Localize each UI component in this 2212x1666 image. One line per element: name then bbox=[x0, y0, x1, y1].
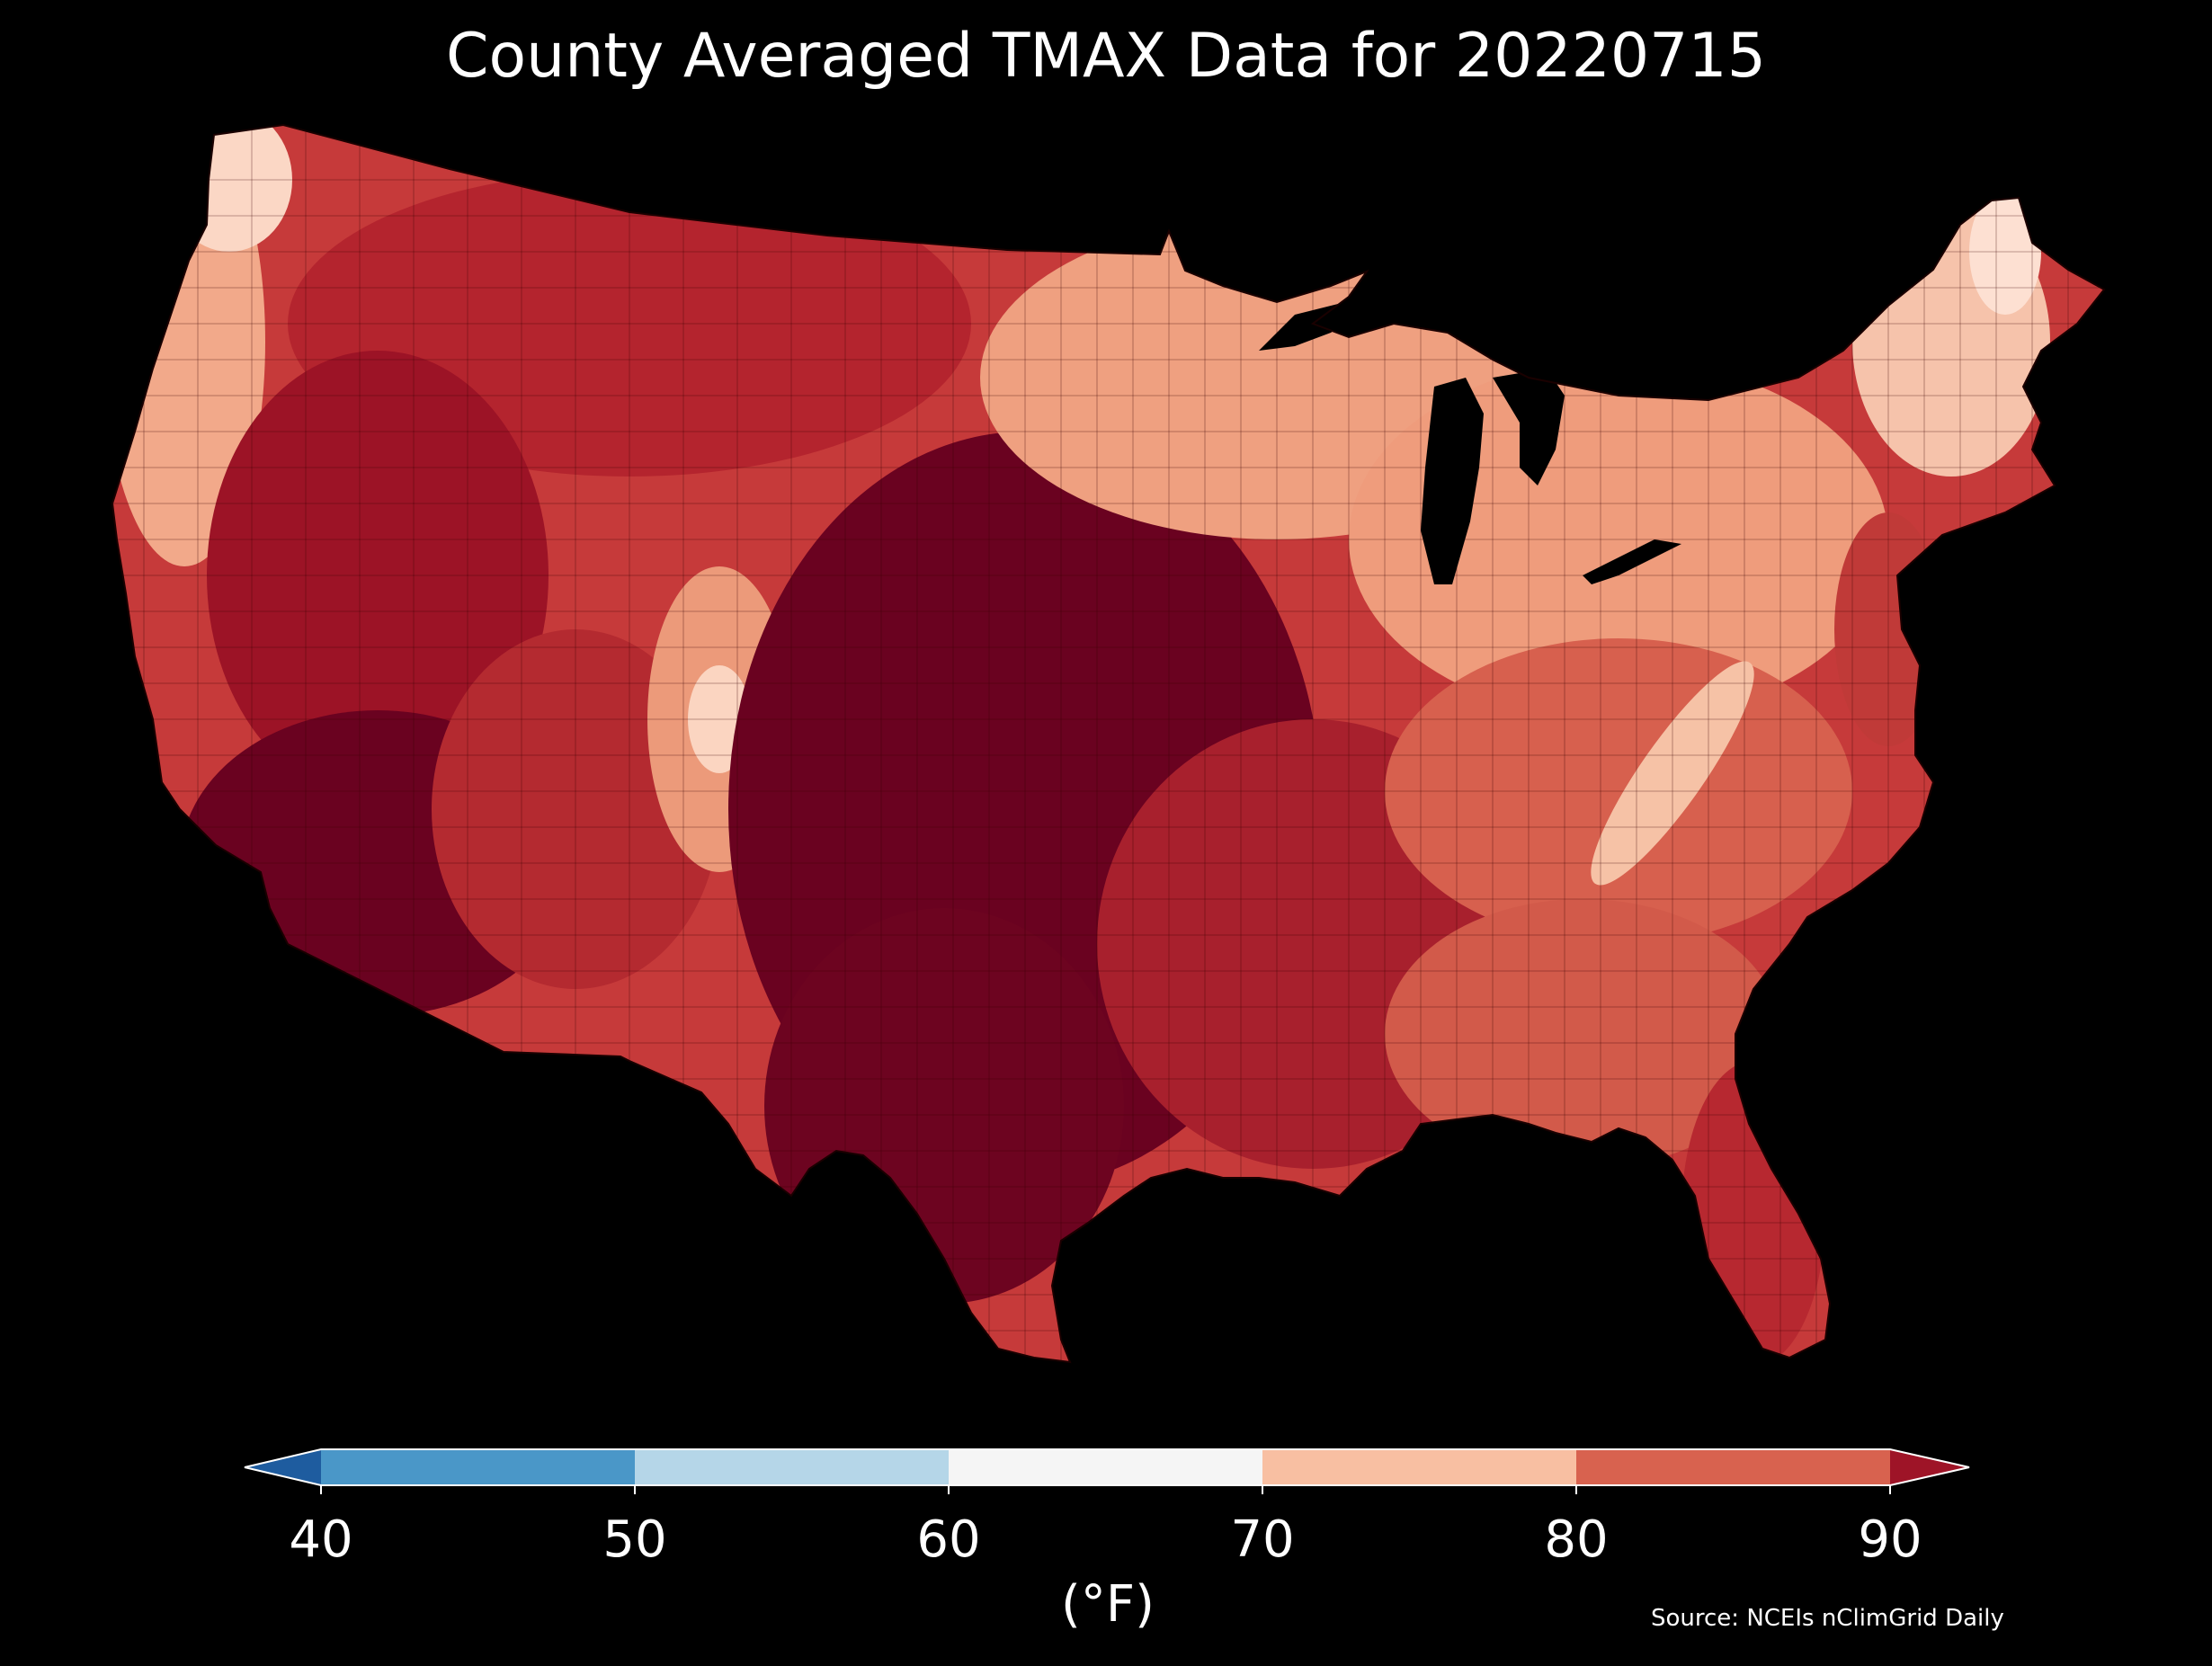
lake-superior bbox=[1259, 279, 1376, 351]
region-florida bbox=[1681, 1061, 1825, 1362]
region-northern-maine bbox=[1969, 189, 2041, 315]
region-appalachians bbox=[1591, 661, 1754, 886]
colorbar-bin bbox=[635, 1449, 949, 1485]
lake-huron bbox=[1493, 369, 1565, 486]
colorbar-extend-high bbox=[1890, 1449, 1969, 1485]
region-great-basin bbox=[207, 351, 549, 800]
colorbar-tick-label: 80 bbox=[1544, 1510, 1609, 1569]
lake-erie bbox=[1583, 539, 1681, 584]
colorbar-tick-label: 40 bbox=[289, 1510, 353, 1569]
page-title: County Averaged TMAX Data for 20220715 bbox=[446, 21, 1766, 92]
colorbar-tick-label: 70 bbox=[1230, 1510, 1295, 1569]
colorbar-tick-label: 90 bbox=[1858, 1510, 1922, 1569]
colorbar-tick-label: 50 bbox=[602, 1510, 667, 1569]
colorbar-bin bbox=[949, 1449, 1262, 1485]
colorbar bbox=[244, 1448, 1970, 1494]
colorbar-bin bbox=[321, 1449, 635, 1485]
colorbar-units-label: (°F) bbox=[1061, 1575, 1155, 1634]
colorbar-extend-low bbox=[245, 1449, 321, 1485]
region-texas bbox=[764, 908, 1124, 1304]
colorbar-bin bbox=[1262, 1449, 1576, 1485]
region-great-lakes bbox=[1349, 360, 1888, 719]
region-southeast bbox=[1385, 899, 1780, 1169]
great-lakes bbox=[1259, 279, 1681, 584]
us-outline bbox=[111, 123, 2106, 1364]
colorbar-bin bbox=[1576, 1449, 1890, 1485]
lake-michigan bbox=[1421, 378, 1484, 584]
colorbar-tick-label: 60 bbox=[916, 1510, 981, 1569]
source-attribution: Source: NCEIs nClimGrid Daily bbox=[1651, 1605, 2004, 1632]
